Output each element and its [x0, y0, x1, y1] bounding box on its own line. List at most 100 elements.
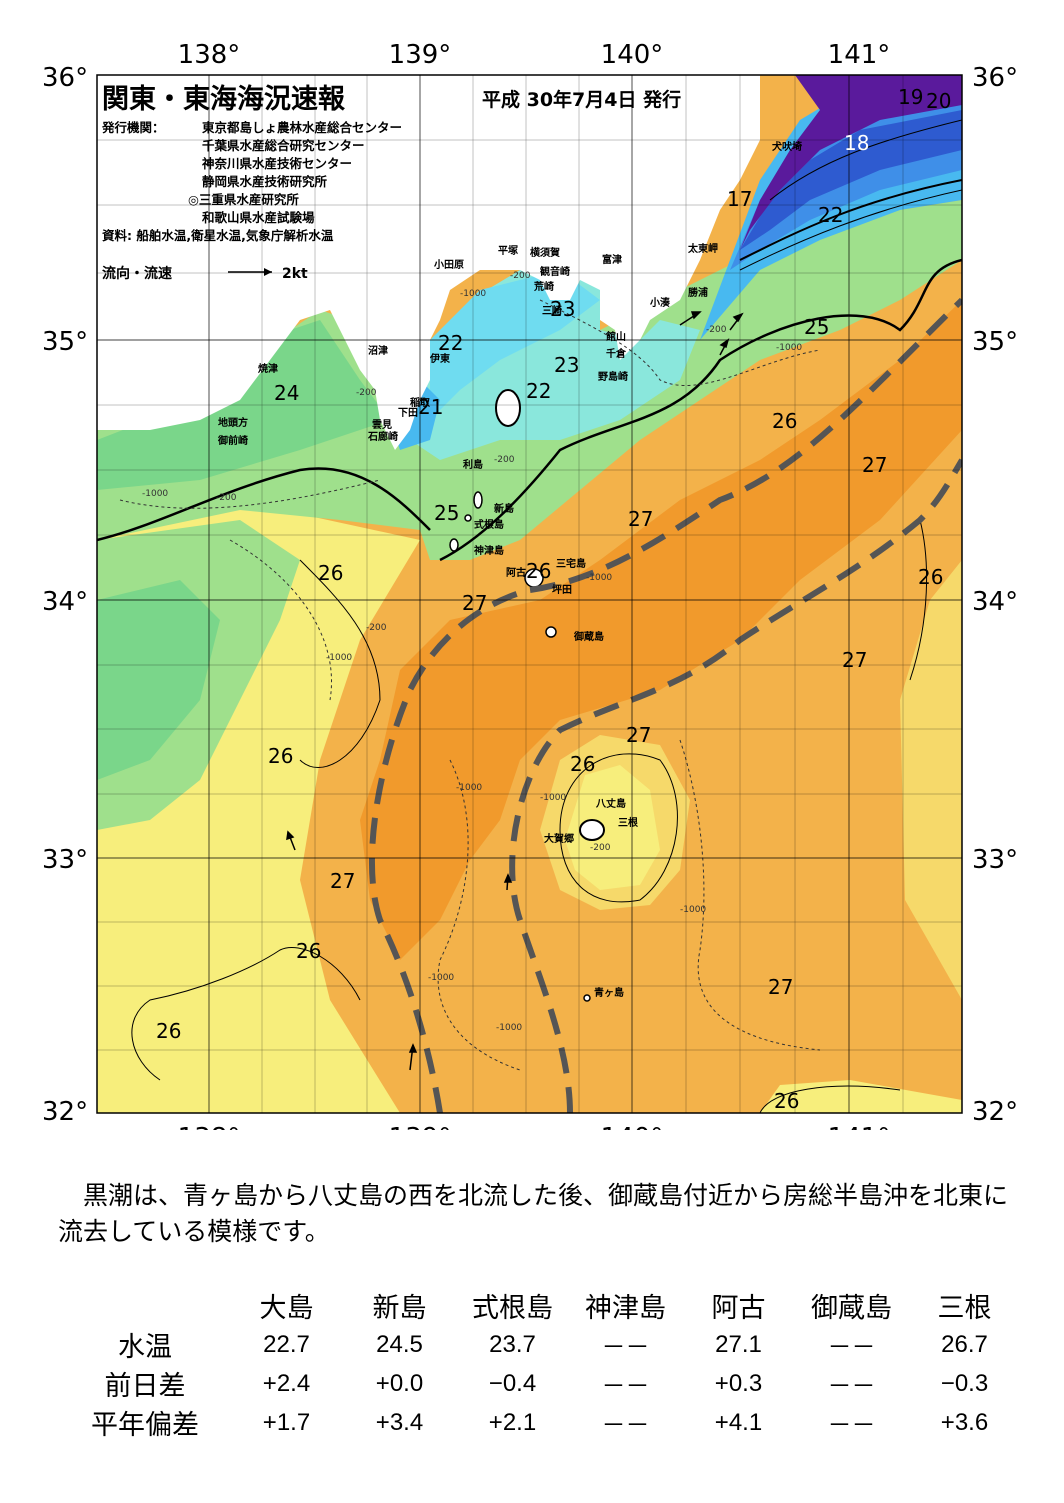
place-names: 犬吠埼 太東岬 勝浦 小湊 富津 観音崎 荒崎 三崎 横須賀 平塚 小田原 館山… [217, 140, 802, 999]
temp-label: 26 [918, 565, 943, 589]
table-cell: −0.4 [488, 1369, 537, 1397]
depth-label: -1000 [326, 653, 352, 663]
depth-label: -200 [510, 271, 531, 281]
place-name: 阿古 [506, 566, 526, 579]
depth-label: -1000 [460, 289, 486, 299]
depth-label: -1000 [496, 1023, 522, 1033]
observation-table: 大島 新島 式根島 神津島 阿古 御蔵島 三根 水温 22.7 24.5 23.… [60, 1286, 1021, 1442]
issuer: 静岡県水産技術研究所 [202, 174, 328, 189]
place-name: 小田原 [433, 258, 464, 271]
depth-label: -1000 [776, 343, 802, 353]
table-header-row: 大島 新島 式根島 神津島 阿古 御蔵島 三根 [60, 1286, 1021, 1325]
issuer: 神奈川県水産技術センター [202, 156, 352, 171]
temp-label: 26 [268, 744, 293, 768]
table-cell: －－ [827, 1412, 876, 1439]
column-header: 式根島 [472, 1293, 553, 1324]
place-name: 小湊 [649, 296, 671, 309]
depth-label: -1000 [142, 489, 168, 499]
place-name: 利島 [463, 458, 483, 471]
temp-label: 27 [628, 507, 653, 531]
table-cell: +3.4 [375, 1408, 424, 1436]
legend-label: 流向・流速 [102, 265, 172, 282]
column-header: 阿古 [711, 1293, 766, 1324]
place-name: 雲見 [372, 419, 392, 431]
lat-label-left: 34° [42, 587, 88, 617]
table-cell: 23.7 [489, 1330, 536, 1358]
minor-grid [97, 75, 962, 1113]
table-cell: −0.3 [940, 1369, 989, 1397]
table-cell: －－ [827, 1373, 876, 1400]
temp-label: 27 [330, 869, 355, 893]
place-name: 三根 [618, 816, 638, 829]
temp-label: 25 [804, 315, 829, 339]
table-cell: +0.3 [714, 1369, 763, 1397]
column-header: 神津島 [585, 1293, 666, 1324]
lon-label-bottom: 141° [828, 1123, 891, 1130]
place-name: 三崎 [542, 304, 562, 317]
lon-label-bottom: 140° [601, 1123, 664, 1130]
temperature-field [97, 75, 962, 1113]
place-name: 野島崎 [598, 370, 628, 383]
place-name: 大賀郷 [544, 832, 574, 845]
lat-label-left: 33° [42, 845, 88, 875]
place-name: 地頭方 [218, 416, 248, 429]
temp-label: 27 [768, 975, 793, 999]
place-name: 下田 [398, 407, 418, 419]
table-cell: －－ [827, 1334, 876, 1361]
graticule [97, 75, 962, 1113]
column-header: 御蔵島 [811, 1293, 892, 1324]
place-name: 沼津 [368, 344, 388, 357]
sources: 資料: 船舶水温,衛星水温,気象庁解析水温 [102, 228, 334, 243]
issuers-label: 発行機関： [101, 120, 165, 135]
temp-label: 25 [434, 501, 459, 525]
table-cell: +4.1 [714, 1408, 763, 1436]
place-name: 八丈島 [595, 797, 626, 810]
issuer: 和歌山県水産試験場 [201, 210, 315, 225]
temp-label: 26 [156, 1019, 181, 1043]
temp-label: 27 [862, 453, 887, 477]
place-name: 横須賀 [530, 246, 560, 259]
place-name: 平塚 [498, 244, 518, 257]
depth-label: -1000 [456, 783, 482, 793]
place-name: 三宅島 [556, 557, 586, 570]
place-name: 富津 [602, 253, 622, 266]
lat-label-left: 32° [42, 1097, 88, 1127]
temp-label: 27 [462, 591, 487, 615]
place-name: 稲取 [410, 396, 431, 409]
column-header: 大島 [259, 1293, 314, 1324]
table-row: 前日差 +2.4 +0.0 −0.4 －－ +0.3 －－ −0.3 [60, 1364, 1021, 1403]
lat-label-right: 32° [972, 1097, 1018, 1127]
table-cell: +1.7 [262, 1408, 311, 1436]
issue-date: 平成 30年7月4日 発行 [482, 88, 681, 111]
place-name: 御蔵島 [573, 630, 604, 643]
temp-label: 22 [818, 203, 843, 227]
place-name: 青ヶ島 [594, 986, 624, 999]
issuer: 東京都島しょ農林水産総合センター [202, 120, 402, 135]
summary-text: 黒潮は、青ヶ島から八丈島の西を北流した後、御蔵島付近から房総半島沖を北東に流去し… [58, 1181, 1009, 1246]
table-cell: 26.7 [941, 1330, 988, 1358]
table-cell: 22.7 [263, 1330, 310, 1358]
table-cell: 24.5 [376, 1330, 423, 1358]
row-label: 平年偏差 [91, 1410, 199, 1441]
legend-scale: 2kt [282, 266, 308, 282]
place-name: 館山 [605, 330, 626, 343]
place-name: 犬吠埼 [772, 140, 802, 153]
lon-label-top: 139° [389, 40, 452, 70]
place-name: 神津島 [474, 544, 504, 557]
depth-label: -1000 [680, 905, 706, 915]
table-cell: 27.1 [715, 1330, 762, 1358]
lon-label-bottom: 139° [389, 1123, 452, 1130]
temp-label: 26 [318, 561, 343, 585]
place-name: 観音崎 [540, 265, 570, 278]
table-cell: －－ [601, 1334, 650, 1361]
place-name: 荒崎 [533, 280, 554, 293]
temp-label: 26 [772, 409, 797, 433]
temp-label: 26 [296, 939, 321, 963]
temp-label: 17 [727, 187, 752, 211]
temp-label: 22 [526, 379, 551, 403]
place-name: 焼津 [258, 362, 278, 375]
sea-temperature-map: 138° 139° 140° 141° 138° 139° 140° 141° … [42, 40, 1018, 1153]
temp-label: 24 [274, 381, 299, 405]
row-label: 前日差 [104, 1371, 186, 1402]
issuer: 千葉県水産総合研究センター [202, 138, 365, 153]
